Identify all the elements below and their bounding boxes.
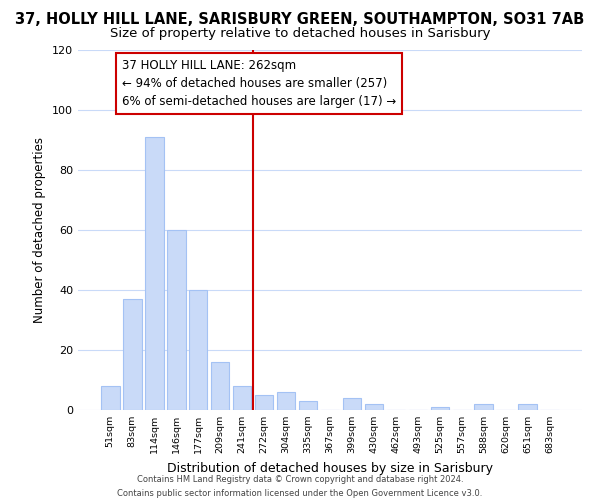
Bar — [189, 290, 208, 410]
Bar — [145, 137, 164, 410]
Bar — [101, 386, 119, 410]
Bar — [343, 398, 361, 410]
Bar — [518, 404, 537, 410]
Text: 37 HOLLY HILL LANE: 262sqm
← 94% of detached houses are smaller (257)
6% of semi: 37 HOLLY HILL LANE: 262sqm ← 94% of deta… — [122, 59, 397, 108]
Text: Size of property relative to detached houses in Sarisbury: Size of property relative to detached ho… — [110, 28, 490, 40]
Bar — [365, 404, 383, 410]
Bar — [255, 395, 274, 410]
Y-axis label: Number of detached properties: Number of detached properties — [34, 137, 46, 323]
X-axis label: Distribution of detached houses by size in Sarisbury: Distribution of detached houses by size … — [167, 462, 493, 474]
Bar — [475, 404, 493, 410]
Bar — [277, 392, 295, 410]
Bar — [431, 407, 449, 410]
Bar — [123, 299, 142, 410]
Text: Contains HM Land Registry data © Crown copyright and database right 2024.
Contai: Contains HM Land Registry data © Crown c… — [118, 476, 482, 498]
Bar — [211, 362, 229, 410]
Bar — [167, 230, 185, 410]
Bar — [299, 401, 317, 410]
Bar — [233, 386, 251, 410]
Text: 37, HOLLY HILL LANE, SARISBURY GREEN, SOUTHAMPTON, SO31 7AB: 37, HOLLY HILL LANE, SARISBURY GREEN, SO… — [16, 12, 584, 28]
